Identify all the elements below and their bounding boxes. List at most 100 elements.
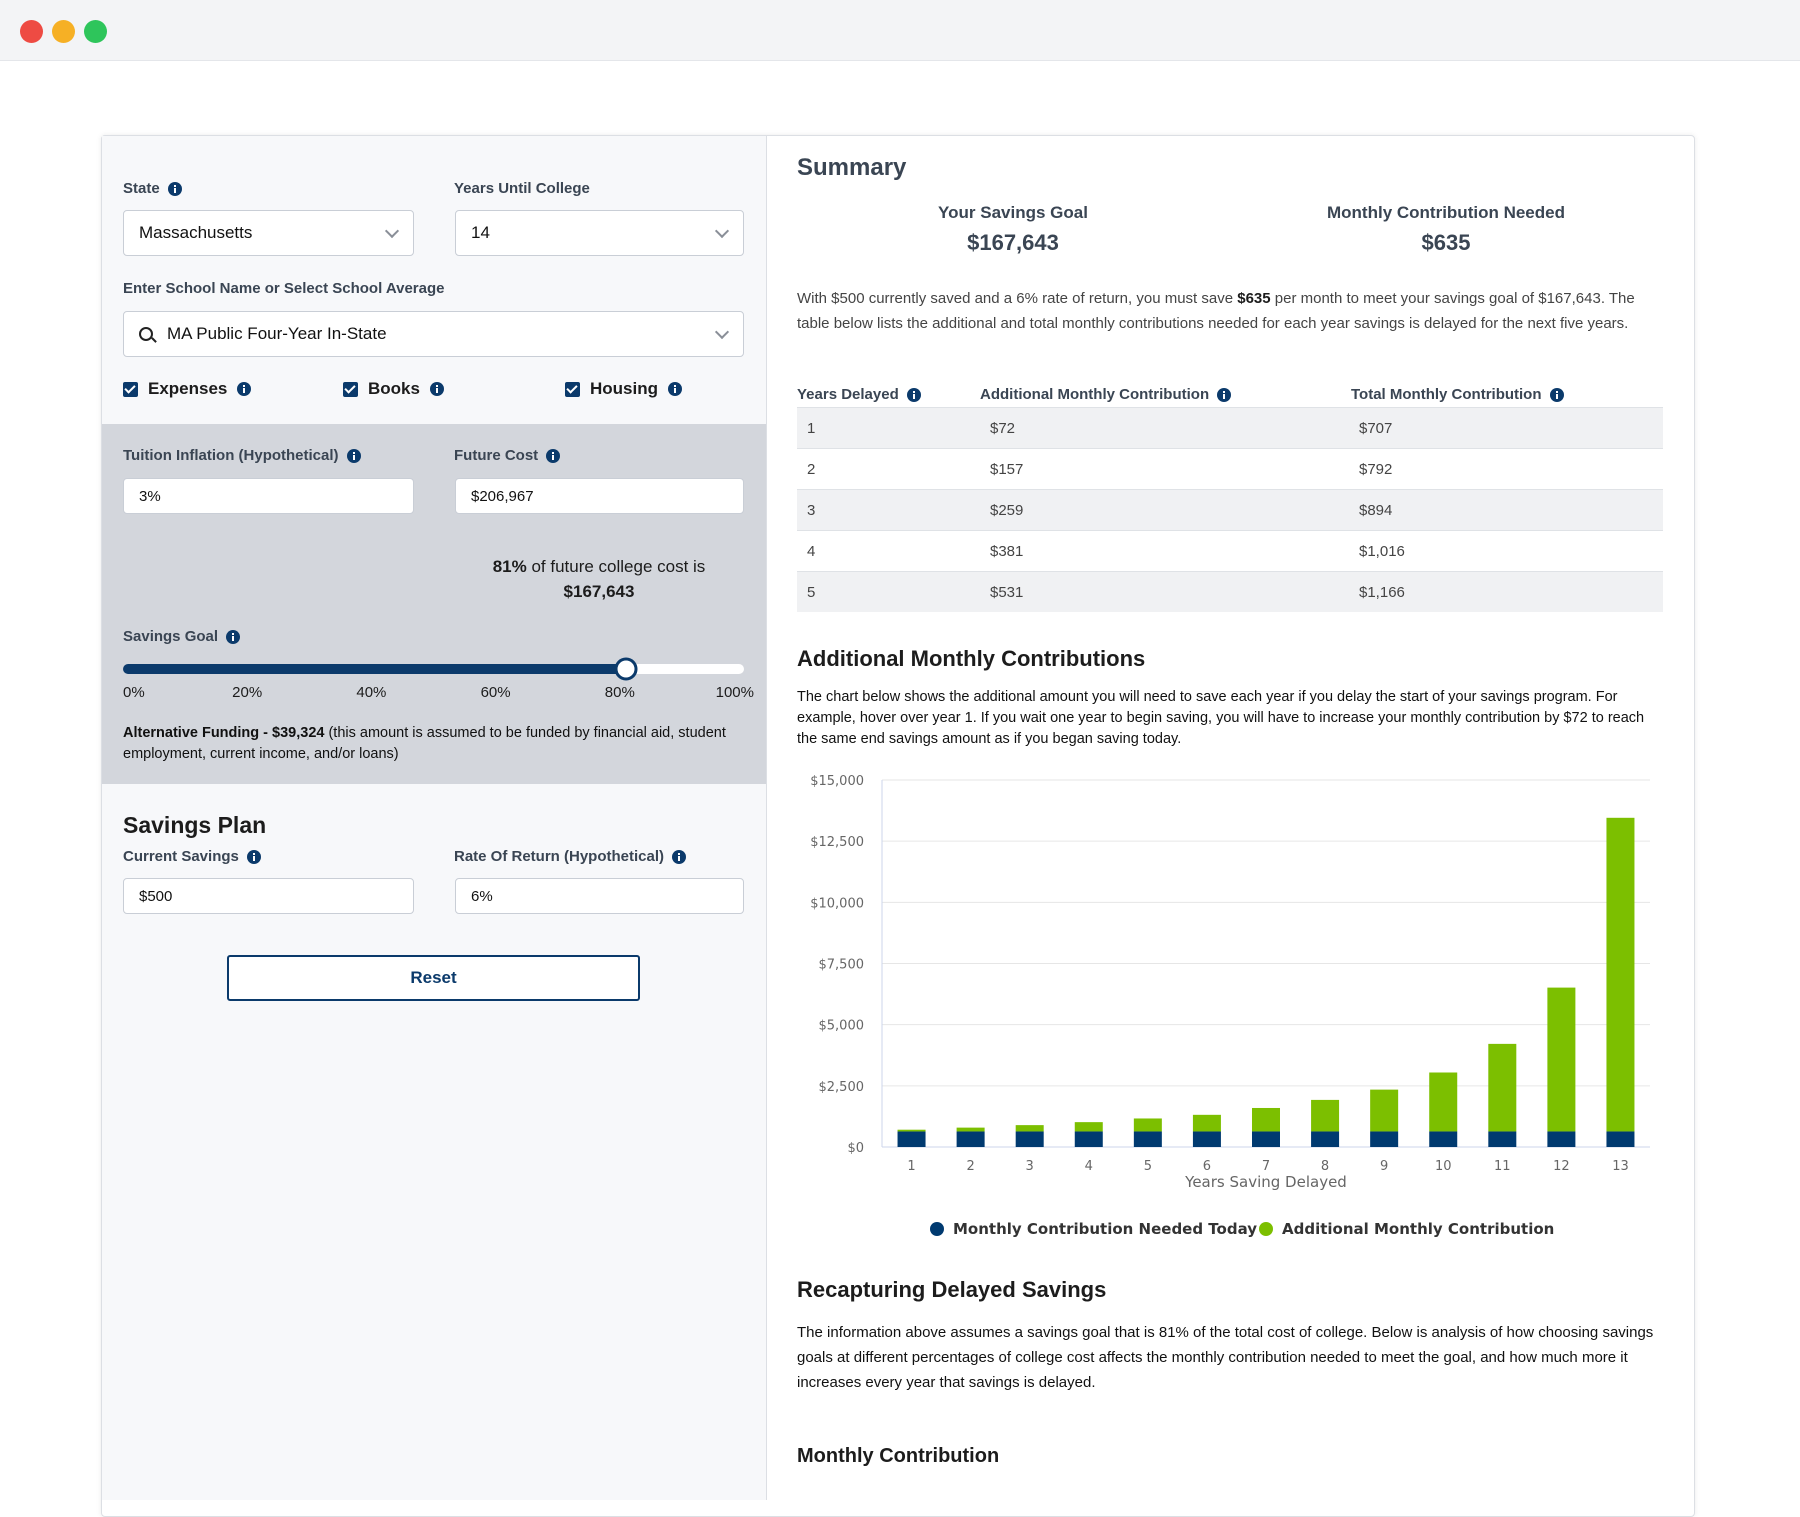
x-tick-label: 4 (1085, 1159, 1093, 1174)
inflation-input[interactable]: 3% (123, 478, 414, 514)
x-tick-label: 9 (1380, 1159, 1388, 1174)
y-tick-label: $12,500 (810, 835, 864, 850)
info-icon[interactable] (167, 181, 182, 196)
info-icon[interactable] (546, 448, 561, 463)
table-header: Additional Monthly Contribution (980, 386, 1232, 403)
school-select[interactable]: MA Public Four-Year In-State (123, 311, 744, 357)
chevron (714, 223, 730, 239)
bar (956, 1131, 985, 1147)
table-row: 2 $157 $792 (797, 448, 1663, 489)
bar (1370, 1089, 1399, 1132)
slider-fill (123, 664, 627, 674)
x-tick-label: 1 (907, 1159, 915, 1174)
table-cell: 1 (807, 420, 816, 437)
chart: $0 $2,500 $5,000 $7,500 $10,000 $12,500 $15,00… (810, 774, 1650, 1238)
bar (1311, 1099, 1340, 1132)
info-icon[interactable] (226, 629, 241, 644)
funding-amount: Alternative Funding - $39,324 (123, 725, 325, 741)
text: per month to meet your savings goal of $… (797, 290, 1635, 332)
legend-label: Additional Monthly Contribution (1282, 1220, 1554, 1238)
table-cell: 4 (807, 543, 816, 560)
reset-button[interactable]: Reset (227, 955, 640, 1001)
info-icon[interactable] (672, 849, 687, 864)
checkbox[interactable]: Books (343, 379, 444, 399)
label-text: Rate Of Return (Hypothetical) (454, 848, 665, 865)
chevron (714, 324, 730, 340)
field-label: Current Savings (123, 848, 261, 865)
select-value: 14 (471, 223, 490, 242)
section-text: The chart below shows the additional amo… (797, 689, 1645, 747)
table-cell: 3 (807, 502, 816, 519)
slider-tick-label: 60% (481, 684, 511, 701)
bar (1192, 1131, 1221, 1147)
x-axis-title: Years Saving Delayed (1184, 1173, 1347, 1191)
text: With $500 currently saved and a 6% rate … (797, 290, 1238, 307)
label-text: Tuition Inflation (Hypothetical) (123, 447, 339, 464)
input-value: $500 (139, 887, 173, 905)
info-icon[interactable] (246, 849, 261, 864)
field-label: Years Until College (454, 180, 590, 197)
section-text: The information above assumes a savings … (797, 1324, 1654, 1391)
y-tick-label: $10,000 (810, 896, 864, 911)
bar (1606, 1131, 1635, 1147)
checkbox-box[interactable] (343, 381, 358, 397)
goal-percent: 81% (492, 557, 527, 576)
legend-marker (1259, 1222, 1273, 1236)
y-tick-label: $15,000 (810, 774, 864, 789)
checkbox-box[interactable] (123, 381, 138, 397)
checkbox[interactable]: Expenses (123, 379, 252, 399)
minimize-button[interactable] (52, 20, 75, 43)
text-bold: $635 (1237, 290, 1271, 307)
table-header: Years Delayed (797, 386, 921, 403)
x-tick-label: 10 (1435, 1159, 1452, 1174)
input-value: 3% (139, 487, 161, 505)
field-label: Rate Of Return (Hypothetical) (454, 848, 687, 865)
info-icon[interactable] (668, 382, 682, 396)
info-icon[interactable] (1549, 387, 1564, 402)
slider-tick-label: 80% (605, 684, 635, 701)
summary-value: $167,643 (967, 230, 1059, 255)
info-icon[interactable] (906, 387, 921, 402)
years-select[interactable]: 14 (455, 210, 744, 256)
checkbox[interactable]: Housing (565, 379, 682, 399)
goal-amount: $167,643 (563, 582, 635, 601)
field-label: State (123, 180, 182, 197)
rate-input[interactable]: 6% (455, 878, 744, 914)
label-text: Savings Goal (123, 628, 219, 645)
bar (1370, 1131, 1399, 1147)
info-icon[interactable] (429, 382, 444, 396)
info-icon[interactable] (237, 382, 252, 396)
alternative-funding: Alternative Funding - $39,324 (this amou… (123, 723, 748, 765)
x-tick-label: 6 (1203, 1159, 1211, 1174)
info-icon[interactable] (1217, 387, 1232, 402)
x-tick-label: 5 (1144, 1159, 1152, 1174)
table-cell: $1,016 (1359, 543, 1405, 560)
table-row: 3 $259 $894 (797, 489, 1663, 530)
table-cell: $259 (990, 502, 1024, 519)
checkbox-box[interactable] (565, 381, 580, 397)
current-savings-input[interactable]: $500 (123, 878, 414, 914)
info-icon[interactable] (346, 448, 361, 463)
state-select[interactable]: Massachusetts (123, 210, 414, 256)
bar (1074, 1122, 1103, 1132)
section-title: Recapturing Delayed Savings (797, 1277, 1107, 1302)
section-title: Savings Plan (123, 812, 267, 838)
bar (956, 1127, 985, 1132)
checkbox-label: Expenses (148, 379, 228, 398)
summary-label: Your Savings Goal (938, 203, 1088, 222)
close-button[interactable] (20, 20, 43, 43)
x-tick-label: 7 (1262, 1159, 1270, 1174)
header-text: Total Monthly Contribution (1351, 386, 1542, 403)
bar (1252, 1131, 1280, 1147)
table-cell: $72 (990, 420, 1016, 437)
bar (1429, 1131, 1458, 1147)
summary-title: Summary (797, 154, 907, 181)
maximize-button[interactable] (84, 20, 107, 43)
slider-handle[interactable] (614, 657, 638, 681)
savings-goal-slider[interactable]: 0% 20% 40% 60% 80% 100% (113, 650, 758, 706)
legend-marker (930, 1222, 944, 1236)
field-label: Future Cost (454, 447, 561, 464)
bar (1606, 817, 1635, 1132)
future-cost-input[interactable]: $206,967 (455, 478, 744, 514)
slider-tick-label: 40% (356, 684, 386, 701)
